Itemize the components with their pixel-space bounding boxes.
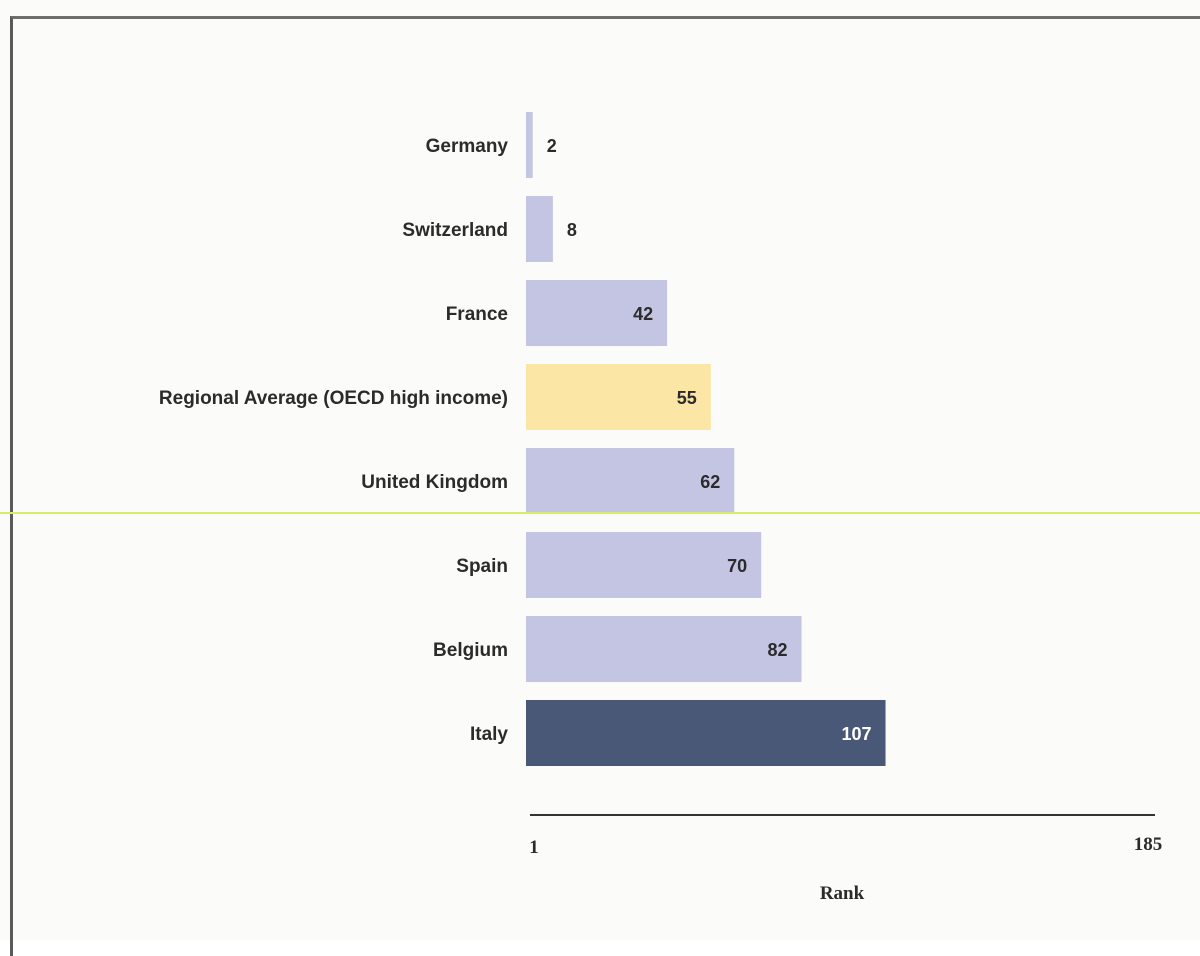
bar-italy	[526, 700, 886, 766]
figure-frame	[10, 16, 1200, 956]
bar-germany	[526, 112, 533, 178]
category-label-france: France	[446, 304, 508, 325]
value-label-spain: 70	[727, 556, 747, 576]
category-label-spain: Spain	[456, 556, 508, 577]
category-label-switzerland: Switzerland	[402, 220, 508, 241]
value-label-belgium: 82	[767, 640, 787, 660]
value-label-italy: 107	[841, 724, 871, 744]
bar-spain	[526, 532, 762, 598]
category-label-italy: Italy	[470, 724, 508, 745]
bar-united-kingdom	[526, 448, 735, 514]
category-label-regional-average-oecd-high-income: Regional Average (OECD high income)	[159, 388, 508, 409]
value-label-germany: 2	[547, 136, 557, 156]
category-labels-layer: Germany Switzerland France Regional Average…	[159, 136, 509, 745]
category-label-germany: Germany	[426, 136, 509, 157]
x-tick-min: 1	[529, 837, 539, 858]
bar-france	[526, 280, 668, 346]
bar-switzerland	[526, 196, 553, 262]
value-label-united-kingdom: 62	[700, 472, 720, 492]
value-labels-layer: 2 8 42 55 62 70 82 107	[547, 136, 872, 744]
x-axis-title: Rank	[820, 883, 865, 904]
value-label-regional-average-oecd-high-income: 55	[677, 388, 697, 408]
bars-layer	[526, 112, 886, 766]
bar-belgium	[526, 616, 802, 682]
x-tick-max: 185	[1134, 834, 1163, 855]
category-label-belgium: Belgium	[433, 640, 508, 661]
category-label-united-kingdom: United Kingdom	[361, 472, 508, 493]
value-label-france: 42	[633, 304, 653, 324]
bar-regional-average-oecd-high-income	[526, 364, 711, 430]
value-label-switzerland: 8	[567, 220, 577, 240]
